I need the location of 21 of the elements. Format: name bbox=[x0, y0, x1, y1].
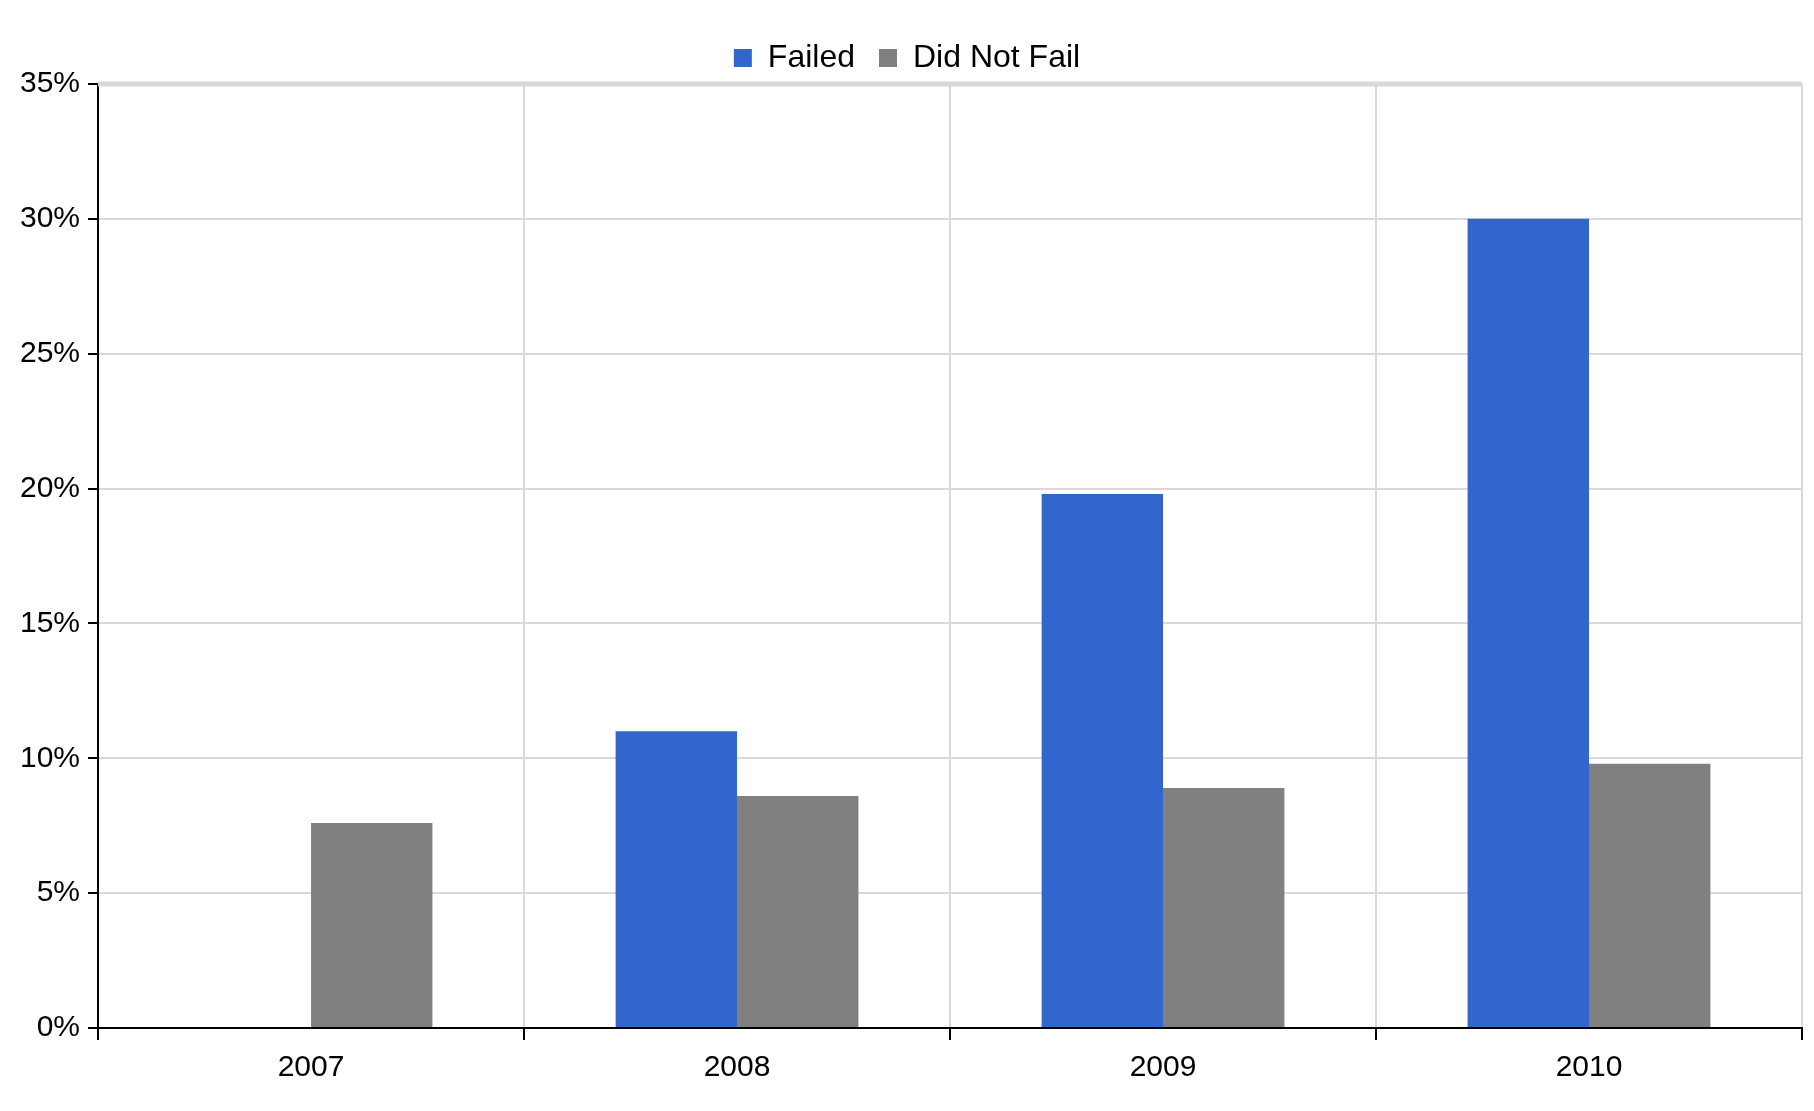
legend-label: Did Not Fail bbox=[913, 37, 1081, 74]
x-tick-label: 2008 bbox=[703, 1049, 771, 1083]
legend-label: Failed bbox=[767, 37, 855, 74]
bar bbox=[737, 796, 859, 1027]
bar bbox=[1163, 787, 1285, 1027]
x-tick-label: 2010 bbox=[1555, 1049, 1623, 1083]
y-tick-label: 20% bbox=[20, 469, 81, 503]
y-tick-label: 15% bbox=[20, 604, 81, 638]
y-tick-label: 35% bbox=[20, 65, 81, 99]
y-tick-label: 0% bbox=[36, 1009, 81, 1043]
bar bbox=[1041, 493, 1164, 1027]
y-tick-label: 10% bbox=[20, 739, 81, 773]
y-tick-label: 5% bbox=[36, 874, 81, 908]
bar bbox=[311, 823, 433, 1027]
x-tick-label: 2009 bbox=[1129, 1049, 1197, 1083]
bar bbox=[615, 731, 738, 1027]
y-tick-label: 30% bbox=[20, 200, 81, 234]
y-tick-label: 25% bbox=[20, 334, 81, 368]
x-tick-label: 2007 bbox=[277, 1049, 345, 1083]
bar bbox=[1467, 218, 1590, 1027]
bar bbox=[1589, 763, 1711, 1027]
